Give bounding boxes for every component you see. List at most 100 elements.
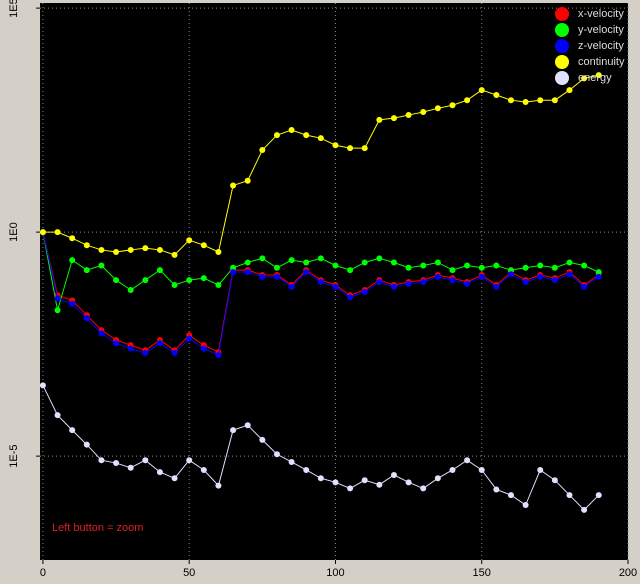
data-point	[98, 457, 105, 464]
legend-label: continuity	[578, 56, 625, 68]
data-point	[215, 281, 222, 288]
data-point	[551, 477, 558, 484]
data-point	[522, 99, 529, 106]
data-point	[259, 436, 266, 443]
data-point	[156, 246, 163, 253]
y-tick-label: 1E-5	[8, 444, 20, 467]
data-point	[171, 251, 178, 258]
data-point	[142, 245, 149, 252]
data-point	[522, 278, 529, 285]
data-point	[507, 271, 514, 278]
data-point	[288, 127, 295, 134]
data-point	[244, 422, 251, 429]
data-point	[230, 427, 237, 434]
data-point	[507, 492, 514, 499]
legend-label: z-velocity	[578, 40, 624, 52]
data-point	[54, 307, 61, 314]
data-point	[317, 135, 324, 142]
data-point	[361, 259, 368, 266]
data-point	[69, 427, 76, 434]
data-point	[83, 315, 90, 322]
data-point	[142, 277, 149, 284]
data-point	[98, 262, 105, 269]
data-point	[259, 255, 266, 262]
data-point	[317, 278, 324, 285]
data-point	[54, 295, 61, 302]
data-point	[478, 466, 485, 473]
data-point	[142, 457, 149, 464]
data-point	[69, 257, 76, 264]
data-point	[332, 262, 339, 269]
legend-marker	[555, 7, 569, 21]
data-point	[113, 460, 120, 467]
data-point	[420, 485, 427, 492]
data-point	[464, 457, 471, 464]
data-point	[273, 273, 280, 280]
data-point	[127, 287, 134, 294]
data-point	[361, 145, 368, 152]
data-point	[171, 350, 178, 357]
data-point	[493, 283, 500, 290]
data-point	[317, 255, 324, 262]
data-point	[171, 475, 178, 482]
data-point	[449, 277, 456, 284]
data-point	[39, 382, 46, 389]
data-point	[303, 132, 310, 139]
data-point	[186, 237, 193, 244]
data-point	[434, 475, 441, 482]
data-point	[127, 345, 134, 352]
data-point	[303, 466, 310, 473]
data-point	[215, 352, 222, 359]
x-tick-label: 150	[473, 567, 491, 579]
data-point	[522, 502, 529, 509]
data-point	[551, 97, 558, 104]
data-point	[288, 458, 295, 465]
x-tick-label: 50	[183, 567, 195, 579]
data-point	[551, 277, 558, 284]
data-point	[390, 471, 397, 478]
data-point	[288, 257, 295, 264]
legend-marker	[555, 71, 569, 85]
data-point	[69, 300, 76, 307]
data-point	[54, 412, 61, 419]
data-point	[230, 182, 237, 189]
x-tick-label: 100	[326, 567, 344, 579]
data-point	[434, 273, 441, 280]
data-point	[551, 264, 558, 271]
data-point	[595, 492, 602, 499]
data-point	[566, 492, 573, 499]
data-point	[376, 255, 383, 262]
data-point	[171, 281, 178, 288]
legend-marker	[555, 55, 569, 69]
data-point	[230, 269, 237, 276]
data-point	[464, 262, 471, 269]
data-point	[449, 267, 456, 274]
data-point	[200, 466, 207, 473]
data-point	[303, 269, 310, 276]
plot-area	[40, 3, 628, 560]
data-point	[244, 177, 251, 184]
data-point	[142, 350, 149, 357]
data-point	[259, 147, 266, 154]
y-tick-label: 1E5	[8, 0, 20, 18]
legend-label: x-velocity	[578, 8, 624, 20]
data-point	[434, 105, 441, 112]
data-point	[361, 289, 368, 296]
data-point	[361, 477, 368, 484]
data-point	[83, 242, 90, 249]
data-point	[332, 479, 339, 486]
data-point	[493, 262, 500, 269]
data-point	[186, 277, 193, 284]
data-point	[405, 479, 412, 486]
data-point	[376, 116, 383, 123]
data-point	[405, 264, 412, 271]
legend-label: y-velocity	[578, 24, 624, 36]
data-point	[54, 229, 61, 236]
data-point	[317, 475, 324, 482]
data-point	[449, 102, 456, 109]
data-point	[347, 485, 354, 492]
data-point	[127, 464, 134, 471]
data-point	[347, 267, 354, 274]
data-point	[288, 283, 295, 290]
data-point	[390, 259, 397, 266]
